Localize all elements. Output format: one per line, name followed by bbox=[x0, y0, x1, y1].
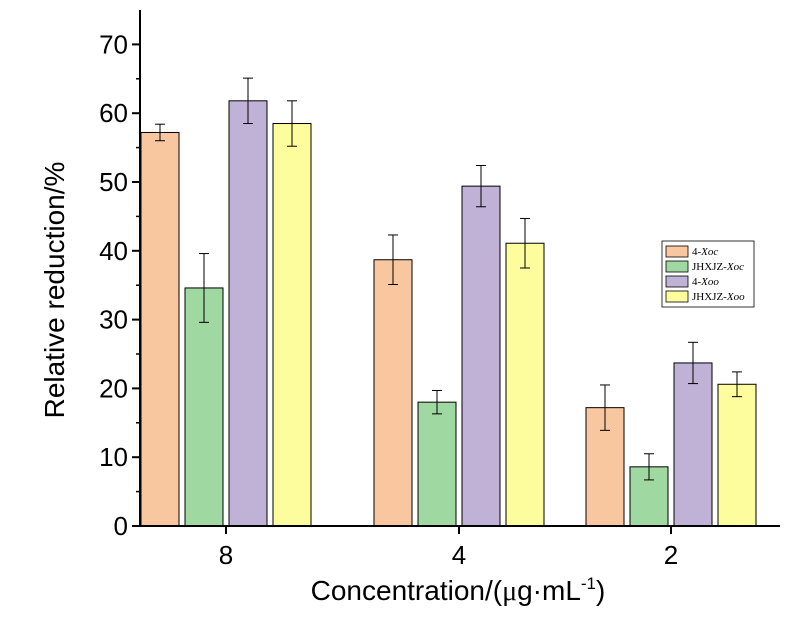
x-tick-label: 4 bbox=[452, 540, 466, 570]
bar bbox=[461, 185, 501, 527]
legend-label-prefix: JHXJZ- bbox=[692, 291, 727, 303]
bar bbox=[228, 100, 268, 527]
legend-label: 4-Xoc bbox=[692, 246, 718, 258]
x-ticks: 8 4 2 bbox=[219, 526, 678, 570]
legend-label-italic: Xoo bbox=[700, 276, 719, 288]
bar bbox=[417, 401, 457, 527]
x-axis-title-suffix: ) bbox=[596, 575, 605, 606]
legend-swatch bbox=[665, 245, 689, 258]
bar bbox=[184, 287, 224, 527]
y-tick-label: 60 bbox=[99, 98, 128, 128]
y-tick-label: 40 bbox=[99, 236, 128, 266]
x-axis-title-unit: g·mL bbox=[517, 575, 581, 606]
y-tick-label: 70 bbox=[99, 29, 128, 59]
bars-layer bbox=[140, 100, 757, 527]
y-ticks: 0 10 20 30 40 50 60 70 bbox=[99, 29, 140, 541]
x-axis-title: Concentration/(μg·mL-1) bbox=[311, 574, 606, 607]
bar bbox=[373, 259, 413, 527]
error-bars-layer bbox=[155, 77, 742, 481]
legend-label: 4-Xoo bbox=[692, 276, 719, 288]
bar bbox=[272, 123, 312, 527]
bar bbox=[717, 383, 757, 527]
x-axis-title-prefix: Concentration/( bbox=[311, 575, 503, 606]
y-tick-label: 10 bbox=[99, 442, 128, 472]
y-tick-label: 20 bbox=[99, 373, 128, 403]
legend-label-italic: Xoc bbox=[700, 246, 718, 258]
y-axis-title: Relative reduction/% bbox=[39, 162, 70, 419]
legend-swatch bbox=[665, 260, 689, 273]
legend-swatch bbox=[665, 290, 689, 303]
legend-label-prefix: 4- bbox=[692, 246, 702, 258]
legend-label-italic: Xoc bbox=[726, 261, 744, 273]
x-tick-label: 2 bbox=[664, 540, 678, 570]
legend-label-prefix: 4- bbox=[692, 276, 702, 288]
legend-swatch bbox=[665, 275, 689, 288]
legend-label-italic: Xoo bbox=[726, 291, 745, 303]
legend-label: JHXJZ-Xoo bbox=[692, 291, 745, 303]
legend-label: JHXJZ-Xoc bbox=[692, 261, 744, 273]
bar bbox=[505, 242, 545, 527]
y-tick-label: 50 bbox=[99, 167, 128, 197]
x-tick-label: 8 bbox=[219, 540, 233, 570]
bar bbox=[140, 131, 180, 527]
x-axis-title-sup: -1 bbox=[581, 574, 596, 593]
legend-label-prefix: JHXJZ- bbox=[692, 261, 727, 273]
y-tick-label: 30 bbox=[99, 305, 128, 335]
y-tick-label: 0 bbox=[114, 511, 128, 541]
bar bbox=[673, 362, 713, 527]
x-axis-title-mu: μ bbox=[502, 576, 517, 607]
